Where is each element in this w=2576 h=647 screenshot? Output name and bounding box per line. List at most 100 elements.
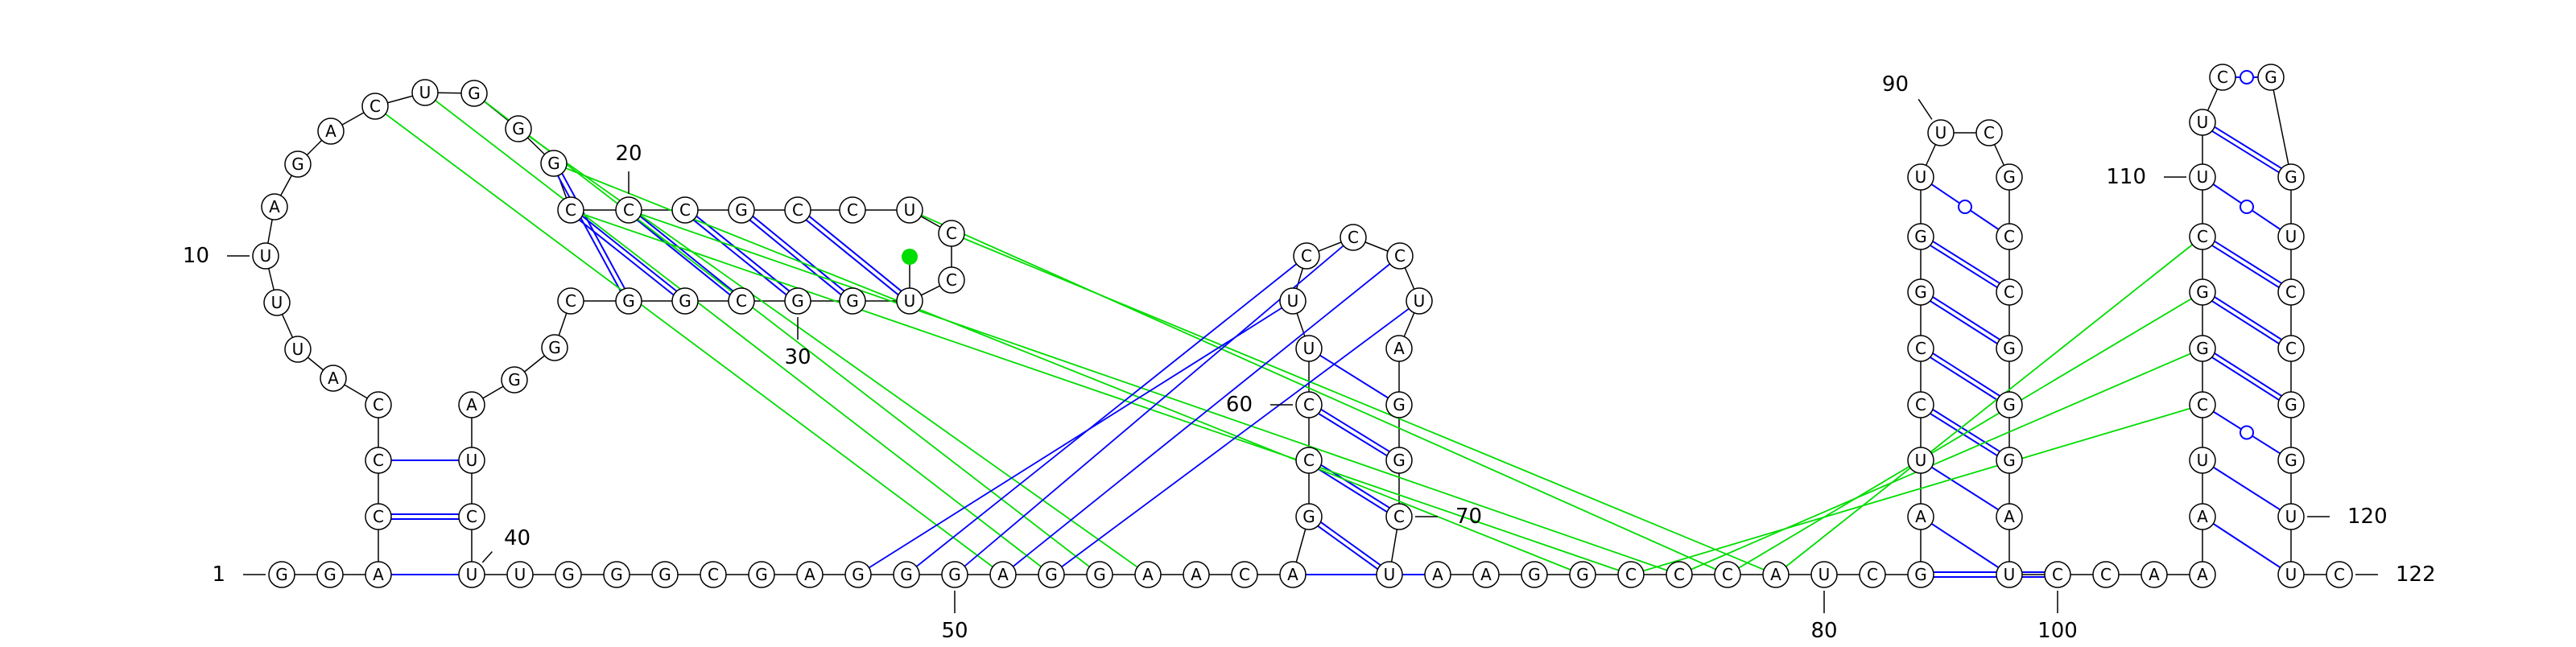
nucleotide-letter: C xyxy=(373,507,384,526)
nucleotide: A xyxy=(1183,561,1210,588)
base-pair-line xyxy=(1310,402,1402,459)
nucleotide-circle xyxy=(1996,163,2023,191)
nucleotide: G xyxy=(501,366,528,394)
base-pair-line xyxy=(1310,513,1392,574)
nucleotide-letter: C xyxy=(369,97,381,116)
nucleotide: C xyxy=(361,93,389,120)
nucleotide-circle xyxy=(1762,561,1790,588)
nucleotide-letter: A xyxy=(1480,565,1492,584)
nucleotide-letter: U xyxy=(1935,123,1947,142)
nucleotide-letter: G xyxy=(508,370,521,389)
nucleotide: G xyxy=(1996,391,2023,418)
nucleotide-circle xyxy=(2092,561,2120,588)
nucleotide: G xyxy=(2189,335,2216,362)
nucleotide-circle xyxy=(555,561,582,588)
nucleotide: C xyxy=(1617,561,1645,588)
nucleotide-letter: G xyxy=(2003,339,2016,358)
nucleotide-circle xyxy=(728,287,755,315)
nucleotide-circle xyxy=(844,561,872,588)
position-label: 110 xyxy=(2106,165,2146,189)
nucleotide-letter: C xyxy=(2052,565,2063,584)
nucleotide-circle xyxy=(1996,223,2023,250)
nucleotide-circle xyxy=(541,334,568,361)
position-label: 20 xyxy=(615,142,642,166)
nucleotide-circle xyxy=(2277,278,2305,306)
nucleotide: G xyxy=(1385,391,1413,418)
nucleotide-circle xyxy=(1810,561,1838,588)
nucleotide-letter: C xyxy=(2004,282,2015,302)
nucleotide: A xyxy=(2189,561,2216,588)
long-range-pair-line xyxy=(628,209,1680,575)
nucleotide-circle xyxy=(938,266,965,294)
position-label: 1 xyxy=(212,563,225,587)
nucleotide: G xyxy=(1907,223,1934,250)
nucleotide-circle xyxy=(2189,163,2216,191)
nucleotide: C xyxy=(365,503,392,530)
nucleotide-letter: A xyxy=(1142,565,1154,584)
nucleotide: C xyxy=(1385,503,1413,530)
nucleotide: C xyxy=(839,196,866,224)
nucleotide-circle xyxy=(2277,163,2305,191)
nucleotide-letter: G xyxy=(2196,282,2209,302)
nucleotide-circle xyxy=(2277,223,2305,250)
position-label-tick xyxy=(1918,98,1933,120)
nucleotide-letter: G xyxy=(547,154,560,173)
position-label: 90 xyxy=(1882,72,1909,97)
base-pair-line xyxy=(1922,289,2012,348)
base-pair-line xyxy=(1922,402,2012,459)
wobble-pair-marker xyxy=(2240,425,2254,440)
nucleotide-letter: A xyxy=(1915,507,1926,526)
position-label: 50 xyxy=(941,619,968,643)
nucleotide-letter: G xyxy=(1302,507,1315,526)
nucleotide-letter: G xyxy=(2196,339,2209,358)
nucleotide-circle xyxy=(1293,242,1320,270)
nucleotide: U xyxy=(252,242,279,270)
nucleotide: A xyxy=(2140,561,2168,588)
nucleotide: G xyxy=(2277,447,2305,474)
base-pair-line xyxy=(626,211,741,304)
nucleotide: G xyxy=(1038,561,1065,588)
nucleotide: G xyxy=(603,561,630,588)
nucleotide-circle xyxy=(796,561,824,588)
nucleotide-letter: C xyxy=(1625,565,1637,584)
nucleotide: A xyxy=(261,193,288,220)
nucleotide: G xyxy=(844,561,872,588)
nucleotide-circle xyxy=(2189,223,2216,250)
nucleotide-circle xyxy=(1569,561,1596,588)
nucleotide-letter: C xyxy=(1674,565,1685,584)
nucleotide-circle xyxy=(1521,561,1548,588)
nucleotide-letter: U xyxy=(2285,227,2297,246)
nucleotide: C xyxy=(557,287,584,315)
nucleotide-letter: C xyxy=(1915,339,1926,358)
nucleotide-circle xyxy=(284,336,312,363)
nucleotide: A xyxy=(1134,561,1162,588)
nucleotide: A xyxy=(458,391,485,418)
nucleotide-letter: U xyxy=(1414,291,1426,311)
nucleotide-circle xyxy=(316,561,344,588)
nucleotide: C xyxy=(784,196,811,224)
nucleotide: G xyxy=(1996,335,2023,362)
nucleotide: G xyxy=(748,561,775,588)
nucleotide: C xyxy=(2277,278,2305,306)
nucleotide: C xyxy=(1295,391,1323,418)
nucleotide-circle xyxy=(317,117,345,145)
nucleotide-circle xyxy=(938,220,965,247)
wobble-pair-marker xyxy=(1958,200,1972,214)
nucleotide-circle xyxy=(505,115,532,142)
nucleotide-letter: U xyxy=(292,340,304,359)
nucleotide: C xyxy=(938,266,965,294)
nucleotide: A xyxy=(989,561,1017,588)
nucleotide-circle xyxy=(896,287,923,315)
nucleotide: C xyxy=(365,391,392,418)
nucleotide: G xyxy=(941,561,968,588)
nucleotide: G xyxy=(1521,561,1548,588)
nucleotide-letter: G xyxy=(512,119,525,138)
nucleotide-letter: G xyxy=(291,155,304,174)
nucleotide-letter: U xyxy=(2197,167,2209,187)
nucleotide-letter: C xyxy=(373,451,384,470)
nucleotide-circle xyxy=(501,366,528,394)
nucleotide: C xyxy=(1907,335,1934,362)
long-range-pair-line xyxy=(1051,300,1420,575)
nucleotide-letter: C xyxy=(1722,565,1733,584)
nucleotide-circle xyxy=(2189,503,2216,530)
